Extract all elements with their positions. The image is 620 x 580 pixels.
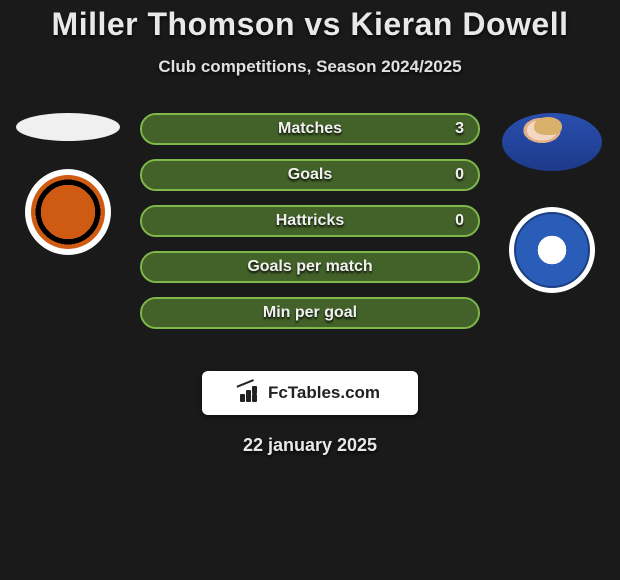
site-logo: FcTables.com	[202, 371, 418, 415]
stat-label: Min per goal	[263, 304, 357, 322]
left-player-column	[8, 113, 128, 255]
stat-bars: Matches 3 Goals 0 Hattricks 0 Goals per match M…	[140, 113, 480, 343]
player-photo-right	[502, 113, 602, 171]
stat-label: Goals per match	[247, 258, 372, 276]
stat-row: Goals 0	[140, 159, 480, 191]
right-player-column	[492, 113, 612, 293]
chart-icon	[240, 384, 262, 402]
page-title: Miller Thomson vs Kieran Dowell	[0, 6, 620, 43]
stat-value-right: 0	[455, 166, 464, 184]
stat-label: Hattricks	[276, 212, 344, 230]
stat-row: Hattricks 0	[140, 205, 480, 237]
stat-label: Matches	[278, 120, 342, 138]
stat-row: Matches 3	[140, 113, 480, 145]
club-badge-right	[509, 207, 595, 293]
stat-label: Goals	[288, 166, 332, 184]
generated-date: 22 january 2025	[0, 435, 620, 456]
stat-row: Goals per match	[140, 251, 480, 283]
stat-row: Min per goal	[140, 297, 480, 329]
player-photo-left	[16, 113, 120, 141]
stat-value-right: 0	[455, 212, 464, 230]
comparison-infographic: Miller Thomson vs Kieran Dowell Club com…	[0, 0, 620, 580]
stat-value-right: 3	[455, 120, 464, 138]
club-badge-left	[25, 169, 111, 255]
stats-area: Matches 3 Goals 0 Hattricks 0 Goals per match M…	[0, 113, 620, 353]
site-name: FcTables.com	[268, 383, 380, 403]
subtitle: Club competitions, Season 2024/2025	[0, 57, 620, 77]
